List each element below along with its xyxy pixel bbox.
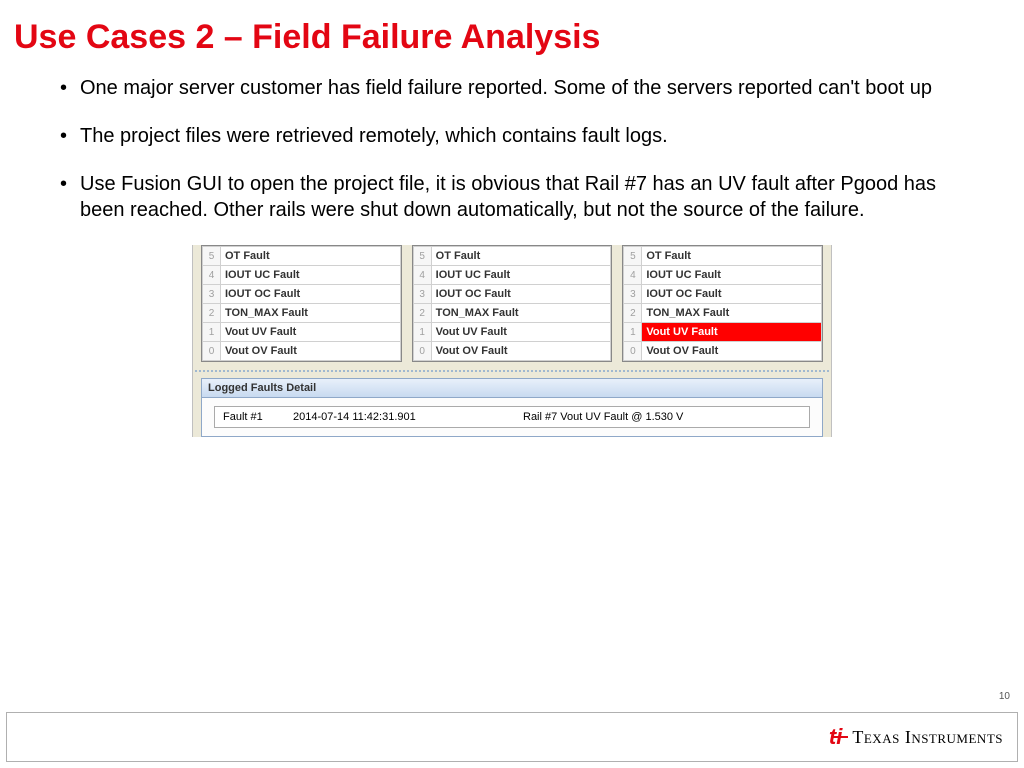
fault-panels-row: 5OT Fault 4IOUT UC Fault 3IOUT OC Fault … (193, 245, 831, 370)
bullet-item: Use Fusion GUI to open the project file,… (60, 171, 964, 223)
fault-table: 5OT Fault 4IOUT UC Fault 3IOUT OC Fault … (413, 246, 612, 361)
row-index: 2 (624, 304, 642, 323)
row-index: 2 (413, 304, 431, 323)
table-row: 0Vout OV Fault (624, 342, 822, 361)
gui-screenshot: 5OT Fault 4IOUT UC Fault 3IOUT OC Fault … (192, 245, 832, 437)
row-index: 5 (203, 247, 221, 266)
fault-id: Fault #1 (223, 411, 293, 423)
fault-label: IOUT UC Fault (642, 266, 822, 285)
row-index: 3 (413, 285, 431, 304)
fault-panel: 5OT Fault 4IOUT UC Fault 3IOUT OC Fault … (412, 245, 613, 362)
row-index: 5 (624, 247, 642, 266)
table-row: 4IOUT UC Fault (413, 266, 611, 285)
table-row: 2TON_MAX Fault (413, 304, 611, 323)
fault-label: OT Fault (221, 247, 401, 266)
table-row: 1Vout UV Fault (203, 323, 401, 342)
row-index: 3 (203, 285, 221, 304)
ti-mark-icon: ti (829, 724, 846, 750)
fault-label: Vout UV Fault (221, 323, 401, 342)
bullet-item: The project files were retrieved remotel… (60, 123, 964, 149)
page-number: 10 (999, 691, 1010, 702)
table-row: 5OT Fault (413, 247, 611, 266)
table-row: 4IOUT UC Fault (624, 266, 822, 285)
table-row: 0Vout OV Fault (203, 342, 401, 361)
row-index: 4 (413, 266, 431, 285)
table-row-highlighted: 1Vout UV Fault (624, 323, 822, 342)
fault-label: Vout OV Fault (221, 342, 401, 361)
brand-text: Texas Instruments (852, 727, 1003, 748)
table-row: 2TON_MAX Fault (203, 304, 401, 323)
detail-header: Logged Faults Detail (202, 379, 822, 398)
row-index: 1 (624, 323, 642, 342)
row-index: 3 (624, 285, 642, 304)
fault-description: Rail #7 Vout UV Fault @ 1.530 V (523, 411, 801, 423)
ti-logo: ti Texas Instruments (829, 724, 1003, 750)
table-row: 3IOUT OC Fault (624, 285, 822, 304)
fault-panel: 5OT Fault 4IOUT UC Fault 3IOUT OC Fault … (201, 245, 402, 362)
row-index: 0 (413, 342, 431, 361)
table-row: 0Vout OV Fault (413, 342, 611, 361)
bullet-list: One major server customer has field fail… (0, 65, 1024, 223)
table-row: 3IOUT OC Fault (203, 285, 401, 304)
fault-label: OT Fault (431, 247, 611, 266)
fault-label: TON_MAX Fault (431, 304, 611, 323)
fault-panel: 5OT Fault 4IOUT UC Fault 3IOUT OC Fault … (622, 245, 823, 362)
fault-table: 5OT Fault 4IOUT UC Fault 3IOUT OC Fault … (202, 246, 401, 361)
fault-label: IOUT UC Fault (221, 266, 401, 285)
detail-body: Fault #1 2014-07-14 11:42:31.901 Rail #7… (202, 398, 822, 436)
table-row: 1Vout UV Fault (413, 323, 611, 342)
fault-label: TON_MAX Fault (642, 304, 822, 323)
fault-label: IOUT UC Fault (431, 266, 611, 285)
row-index: 1 (413, 323, 431, 342)
bullet-item: One major server customer has field fail… (60, 75, 964, 101)
row-index: 4 (624, 266, 642, 285)
fault-detail-row: Fault #1 2014-07-14 11:42:31.901 Rail #7… (214, 406, 810, 428)
fault-label: IOUT OC Fault (221, 285, 401, 304)
fault-label: OT Fault (642, 247, 822, 266)
divider (195, 370, 829, 372)
table-row: 3IOUT OC Fault (413, 285, 611, 304)
fault-label: IOUT OC Fault (642, 285, 822, 304)
fault-label: IOUT OC Fault (431, 285, 611, 304)
footer-bar: ti Texas Instruments (6, 712, 1018, 762)
row-index: 5 (413, 247, 431, 266)
row-index: 0 (624, 342, 642, 361)
fault-label: Vout UV Fault (642, 323, 822, 342)
table-row: 5OT Fault (624, 247, 822, 266)
table-row: 4IOUT UC Fault (203, 266, 401, 285)
fault-label: Vout UV Fault (431, 323, 611, 342)
row-index: 2 (203, 304, 221, 323)
row-index: 4 (203, 266, 221, 285)
table-row: 2TON_MAX Fault (624, 304, 822, 323)
row-index: 1 (203, 323, 221, 342)
fault-table: 5OT Fault 4IOUT UC Fault 3IOUT OC Fault … (623, 246, 822, 361)
table-row: 5OT Fault (203, 247, 401, 266)
fault-label: Vout OV Fault (642, 342, 822, 361)
fault-timestamp: 2014-07-14 11:42:31.901 (293, 411, 523, 423)
slide-title: Use Cases 2 – Field Failure Analysis (0, 0, 1024, 65)
logged-faults-detail-panel: Logged Faults Detail Fault #1 2014-07-14… (201, 378, 823, 437)
fault-label: Vout OV Fault (431, 342, 611, 361)
fault-label: TON_MAX Fault (221, 304, 401, 323)
row-index: 0 (203, 342, 221, 361)
